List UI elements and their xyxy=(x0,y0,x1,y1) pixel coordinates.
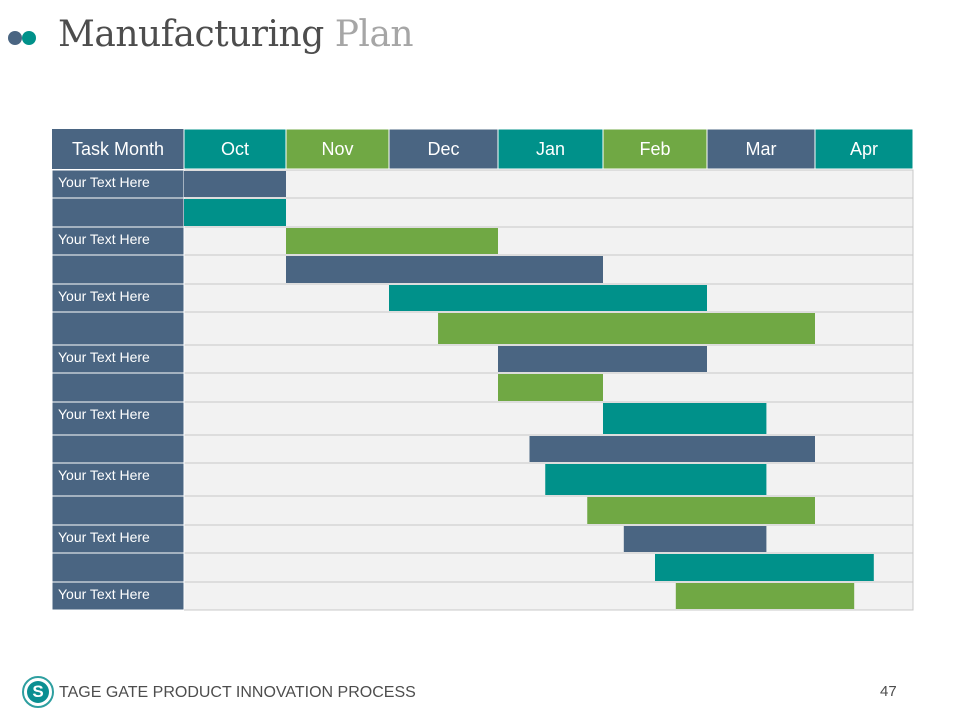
header-task-month-label: Task Month xyxy=(72,139,164,159)
task-label-cell xyxy=(51,401,185,436)
task-label-cell xyxy=(51,552,185,583)
task-label-cell xyxy=(51,283,185,313)
task-label-cell xyxy=(51,581,185,611)
task-label: Your Text Here xyxy=(58,467,150,483)
task-label-cell xyxy=(51,254,185,285)
title-bullet-icon xyxy=(8,31,40,45)
month-tick-label: Oct xyxy=(221,139,249,159)
month-header-cell xyxy=(602,128,708,170)
gantt-bar xyxy=(438,313,815,344)
month-tick-label: Feb xyxy=(639,139,670,159)
task-label: Your Text Here xyxy=(58,349,150,365)
title-accent: Plan xyxy=(334,14,414,55)
gantt-bar xyxy=(545,464,767,495)
gantt-bar xyxy=(498,346,707,372)
task-label: Your Text Here xyxy=(58,288,150,304)
task-label-cell xyxy=(51,372,185,403)
gantt-bar xyxy=(529,436,815,462)
month-tick-label: Dec xyxy=(427,139,459,159)
month-tick-label: Mar xyxy=(746,139,777,159)
task-label-cell xyxy=(51,197,185,228)
gantt-bar xyxy=(498,374,603,401)
task-label-cell xyxy=(51,434,185,464)
title-main: Manufacturing xyxy=(58,14,324,55)
month-tick-label: Jan xyxy=(536,139,565,159)
task-label-cell xyxy=(51,462,185,497)
slate-dot-icon xyxy=(8,31,22,45)
task-label-cell xyxy=(51,311,185,346)
month-header-cell xyxy=(183,128,287,170)
gantt-bar xyxy=(184,199,286,226)
task-label: Your Text Here xyxy=(58,586,150,602)
gantt-bar xyxy=(286,256,603,283)
task-label-cell xyxy=(51,524,185,554)
gantt-bar xyxy=(623,526,767,552)
company-logo: S xyxy=(22,676,54,708)
task-label: Your Text Here xyxy=(58,231,150,247)
page-number: 47 xyxy=(880,683,897,700)
header-task-month-cell xyxy=(52,129,184,169)
gantt-bar xyxy=(587,497,815,524)
teal-dot-icon xyxy=(22,31,36,45)
logo-letter: S xyxy=(27,681,49,703)
task-label: Your Text Here xyxy=(58,406,150,422)
footer-text: TAGE GATE PRODUCT INNOVATION PROCESS xyxy=(59,684,416,701)
task-label: Your Text Here xyxy=(58,529,150,545)
gantt-bar xyxy=(655,554,874,581)
month-tick-label: Nov xyxy=(321,139,353,159)
month-header-cell xyxy=(706,128,816,170)
task-label: Your Text Here xyxy=(58,174,150,190)
page-title: Manufacturing Plan xyxy=(58,14,414,55)
gantt-bar xyxy=(603,403,767,434)
gantt-bar xyxy=(389,285,707,311)
month-header-cell xyxy=(814,128,914,170)
gantt-bar xyxy=(184,171,286,197)
gantt-bar xyxy=(286,228,498,254)
task-label-cell xyxy=(51,495,185,526)
gantt-bar xyxy=(675,583,855,609)
month-tick-label: Apr xyxy=(850,139,878,159)
